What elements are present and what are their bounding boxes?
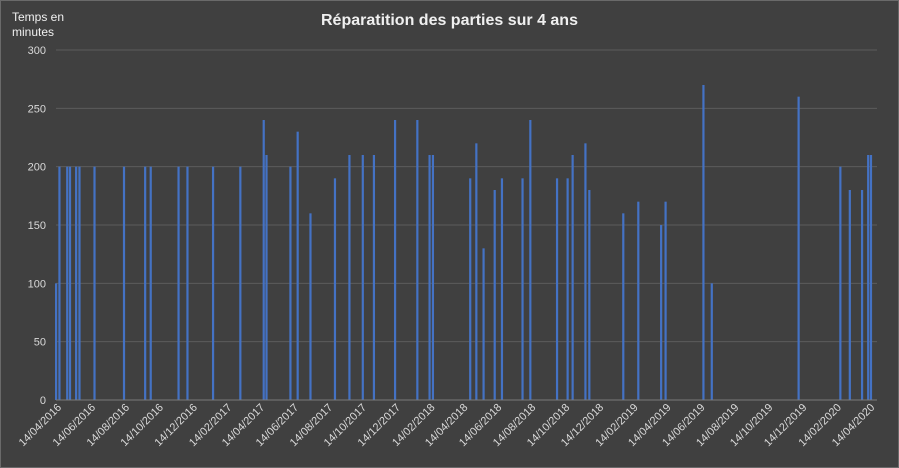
bar [144, 166, 147, 400]
bar [848, 190, 851, 400]
bar [797, 96, 800, 401]
bar [186, 166, 189, 400]
bar [622, 213, 625, 400]
bar [428, 155, 431, 400]
bar [289, 166, 292, 400]
bar [500, 178, 504, 400]
bar [149, 166, 152, 400]
bar [93, 166, 96, 400]
bar [482, 248, 485, 400]
bar [211, 166, 215, 400]
bar [660, 225, 663, 400]
bar [588, 190, 591, 400]
bar [475, 143, 478, 401]
bar [239, 166, 242, 400]
bar [75, 166, 78, 400]
bar [265, 155, 268, 400]
bar [68, 166, 72, 400]
bar [702, 85, 705, 400]
bar [262, 120, 265, 400]
bar [710, 283, 713, 400]
bar [361, 155, 364, 400]
y-tick-label: 50 [34, 337, 46, 349]
bar [309, 213, 312, 400]
bar [296, 131, 299, 400]
bar [867, 155, 870, 400]
bar [664, 201, 667, 400]
bar [860, 190, 864, 400]
y-axis-label: Temps en minutes [12, 10, 65, 39]
bar [333, 178, 337, 400]
bar [529, 120, 532, 400]
bar [839, 166, 842, 400]
bar [393, 120, 397, 400]
bar [493, 190, 496, 400]
bar [58, 166, 61, 400]
bar [348, 155, 351, 400]
bar [372, 155, 376, 400]
bar [469, 178, 472, 400]
bar [555, 178, 559, 400]
y-tick-label: 250 [28, 103, 46, 115]
bar [55, 283, 58, 400]
y-tick-label: 150 [28, 220, 46, 232]
bar [566, 178, 569, 400]
bar [869, 155, 873, 400]
bar [571, 155, 574, 400]
bar [584, 143, 587, 401]
bar [637, 201, 640, 400]
y-tick-label: 300 [28, 45, 46, 57]
bar [416, 120, 419, 400]
bar [177, 166, 180, 400]
y-tick-label: 0 [40, 395, 46, 407]
y-tick-label: 200 [28, 162, 46, 174]
bar [78, 166, 81, 400]
y-tick-label: 100 [28, 278, 46, 290]
bar [122, 166, 126, 400]
chart-title: Réparatition des parties sur 4 ans [321, 12, 578, 29]
bar [521, 178, 524, 400]
bar [66, 166, 69, 400]
bar [431, 155, 435, 400]
